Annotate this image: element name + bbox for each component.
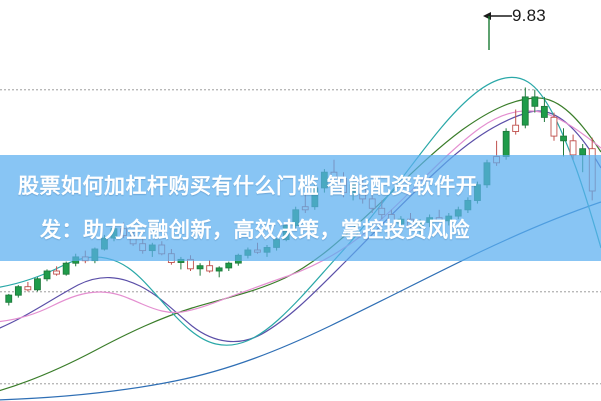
candle-body <box>34 278 41 291</box>
candle-body <box>569 140 577 156</box>
ma30-line <box>0 110 601 343</box>
candle-body <box>225 262 233 269</box>
candlestick[interactable] <box>521 87 529 129</box>
candlestick[interactable] <box>43 269 51 282</box>
candlestick[interactable] <box>550 112 558 141</box>
ma10-line <box>0 76 601 346</box>
candle-body <box>560 135 567 142</box>
candle-body <box>206 265 214 272</box>
candlestick[interactable] <box>62 261 70 276</box>
banner-headline-line-1: 股票如何加杠杆购买有什么门槛 智能配资软件开 <box>18 174 478 198</box>
candle-body <box>579 148 587 156</box>
banner-headline-line-2: 发：助力金融创新，高效决策，掌控投资风险 <box>40 218 470 242</box>
gridline-2 <box>0 291 601 293</box>
candle-body <box>5 294 13 303</box>
candlestick[interactable] <box>5 293 13 306</box>
candlestick[interactable] <box>196 263 204 276</box>
candle-body <box>550 116 558 137</box>
candle-body <box>521 96 529 126</box>
promo-banner-overlay: 股票如何加杠杆购买有什么门槛 智能配资软件开 发：助力金融创新，高效决策，掌控投… <box>0 155 601 261</box>
price-annotation-label: 9.83 <box>512 6 546 25</box>
candle-body <box>540 105 548 118</box>
gridline-1 <box>0 89 601 91</box>
gridline-3 <box>0 383 601 385</box>
candlestick[interactable] <box>34 277 41 292</box>
candlestick[interactable] <box>53 266 60 276</box>
candlestick[interactable] <box>540 96 548 122</box>
candlestick[interactable] <box>512 109 520 135</box>
candle-body <box>43 270 51 280</box>
candle-body <box>14 286 22 296</box>
candlestick[interactable] <box>206 260 214 273</box>
candle-body <box>24 286 32 291</box>
candle-body <box>531 96 539 107</box>
candlestick[interactable] <box>215 266 223 278</box>
candlestick[interactable] <box>560 128 567 157</box>
candlestick[interactable] <box>24 282 32 292</box>
candle-body <box>53 270 60 275</box>
candlestick[interactable] <box>225 261 233 271</box>
candle-body <box>62 262 70 275</box>
candle-body <box>512 124 520 132</box>
gridlines <box>0 89 601 385</box>
price-arrow-icon <box>483 12 512 50</box>
candle-body <box>196 265 204 270</box>
candle-body <box>215 267 223 272</box>
candlestick[interactable] <box>14 285 22 298</box>
candle-body <box>502 130 510 157</box>
ma5-line <box>0 110 601 323</box>
candlestick[interactable] <box>531 89 539 113</box>
